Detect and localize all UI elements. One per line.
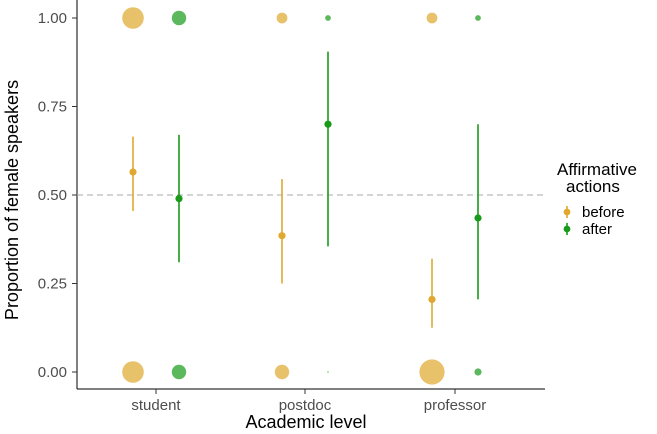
legend-key-point-after [563, 225, 571, 233]
x-tick-label: postdoc [279, 397, 332, 414]
y-ticks: 0.00 0.25 0.50 0.75 1.00 [38, 10, 77, 381]
bubble-at-one-after [475, 15, 481, 21]
y-axis-title: Proportion of female speakers [2, 80, 22, 320]
y-tick-label: 0.75 [38, 99, 67, 116]
bubbles [122, 7, 482, 385]
x-axis-title: Academic level [245, 412, 366, 432]
legend-label-after: after [582, 221, 612, 238]
bubble-at-zero-after [474, 368, 482, 376]
error-bars [132, 51, 479, 328]
legend-key-point-before [563, 208, 571, 216]
legend-title-line1: Affirmative [557, 160, 637, 179]
points [129, 120, 482, 304]
x-ticks: student postdoc professor [131, 389, 486, 414]
bubble-at-one-before [122, 7, 144, 29]
y-tick-label: 1.00 [38, 10, 67, 27]
point-before [278, 232, 286, 240]
bubble-at-zero-before [419, 359, 445, 385]
bubble-at-zero-after [171, 364, 187, 380]
y-tick-label: 0.00 [38, 364, 67, 381]
y-tick-label: 0.25 [38, 276, 67, 293]
legend-label-before: before [582, 204, 625, 221]
bubble-at-zero-after [327, 371, 329, 373]
point-after [324, 120, 332, 128]
bubble-at-one-after [325, 15, 331, 21]
x-tick-label: student [131, 397, 181, 414]
bubble-at-one-before [426, 12, 438, 24]
point-after [474, 214, 482, 222]
legend-title-line2: actions [566, 177, 620, 196]
point-after [175, 194, 183, 203]
bubble-at-one-after [171, 10, 187, 26]
x-tick-label: professor [424, 397, 487, 414]
y-tick-label: 0.50 [38, 187, 67, 204]
point-before [428, 295, 436, 304]
bubble-at-one-before [276, 12, 288, 24]
point-before [129, 168, 137, 176]
bubble-at-zero-before [274, 364, 290, 380]
bubble-at-zero-before [122, 361, 144, 383]
